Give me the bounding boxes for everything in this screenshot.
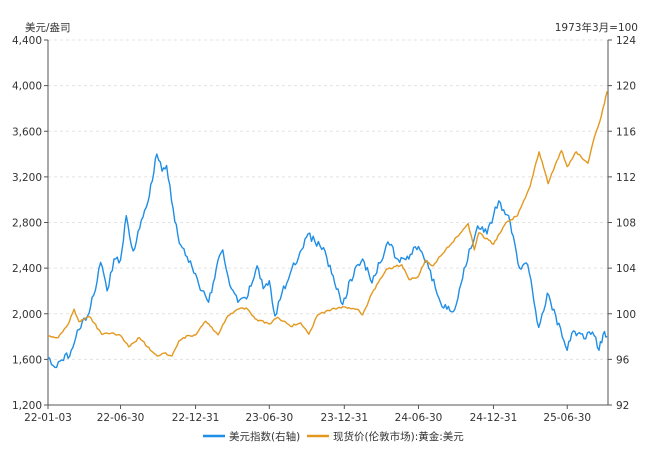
series-line-gold bbox=[47, 91, 608, 357]
legend: 美元指数(右轴) 现货价(伦敦市场):黄金:美元 bbox=[203, 430, 464, 443]
left-axis-unit: 美元/盎司 bbox=[25, 21, 71, 34]
x-tick-label: 22-12-31 bbox=[172, 412, 220, 424]
legend-gold-label: 现货价(伦敦市场):黄金:美元 bbox=[333, 430, 464, 443]
right-axis-unit: 1973年3月=100 bbox=[555, 21, 638, 34]
axes: 1,200 92 1,600 96 2,000 100 2,400 104 2,800 108 3,… bbox=[12, 35, 636, 424]
x-tick-label: 25-06-30 bbox=[543, 412, 591, 424]
right-tick-label: 100 bbox=[616, 309, 636, 321]
right-tick-label: 92 bbox=[616, 400, 629, 412]
left-tick-label: 3,200 bbox=[12, 172, 42, 184]
left-tick-label: 4,400 bbox=[12, 35, 42, 47]
right-tick-label: 112 bbox=[616, 172, 636, 184]
left-tick-label: 2,400 bbox=[12, 263, 42, 275]
left-tick-label: 2,000 bbox=[12, 309, 42, 321]
left-tick-label: 2,800 bbox=[12, 218, 42, 230]
right-tick-label: 104 bbox=[616, 263, 636, 275]
legend-dxy-label: 美元指数(右轴) bbox=[229, 430, 300, 443]
right-tick-label: 108 bbox=[616, 218, 636, 230]
x-tick-label: 22-06-30 bbox=[97, 412, 145, 424]
right-tick-label: 124 bbox=[616, 35, 636, 47]
series-lines bbox=[47, 91, 608, 369]
left-tick-label: 3,600 bbox=[12, 126, 42, 138]
series-line-dxy bbox=[47, 153, 608, 369]
x-tick-label: 23-06-30 bbox=[245, 412, 293, 424]
right-tick-label: 96 bbox=[616, 354, 630, 366]
x-tick-label: 24-12-31 bbox=[470, 412, 518, 424]
left-tick-label: 1,200 bbox=[12, 400, 42, 412]
x-tick-label: 24-06-30 bbox=[395, 412, 443, 424]
right-tick-label: 116 bbox=[616, 126, 636, 138]
x-tick-label: 22-01-03 bbox=[24, 412, 72, 424]
x-tick-label: 23-12-31 bbox=[320, 412, 368, 424]
left-tick-label: 1,600 bbox=[12, 354, 42, 366]
left-tick-label: 4,000 bbox=[12, 81, 42, 93]
right-tick-label: 120 bbox=[616, 81, 636, 93]
